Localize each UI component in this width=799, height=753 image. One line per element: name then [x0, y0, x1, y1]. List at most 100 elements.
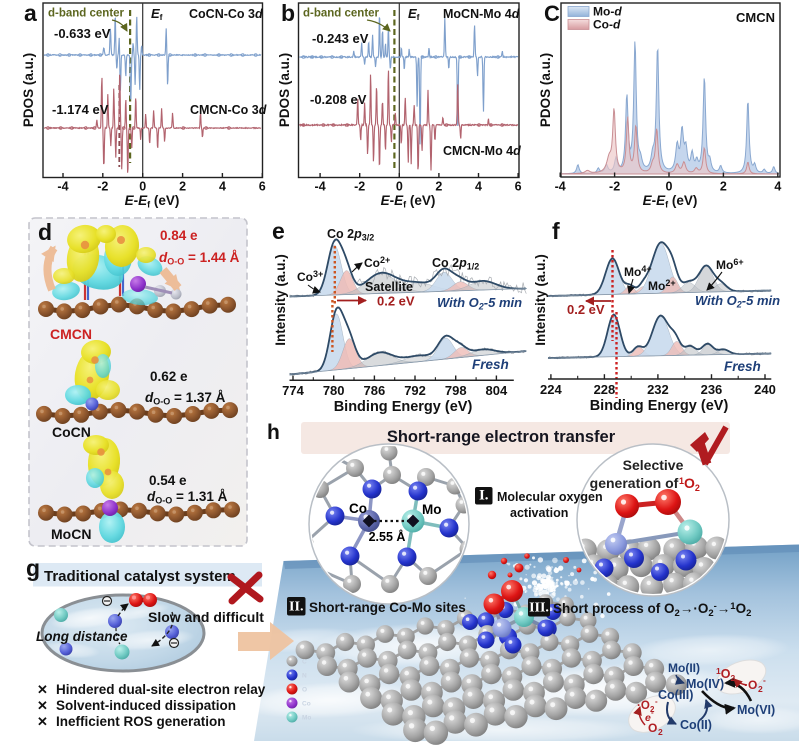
svg-text:E-Ef (eV): E-Ef (eV)	[381, 193, 436, 210]
svg-text:Co(III): Co(III)	[658, 688, 693, 702]
svg-text:I.: I.	[479, 488, 489, 504]
svg-text:✕: ✕	[37, 714, 48, 729]
svg-text:Selective: Selective	[623, 457, 684, 473]
svg-text:b: b	[281, 0, 295, 26]
svg-text:Binding Energy (eV): Binding Energy (eV)	[334, 399, 473, 415]
svg-text:6: 6	[515, 180, 522, 194]
svg-text:Short-range Co-Mo sites: Short-range Co-Mo sites	[309, 600, 466, 615]
svg-text:g: g	[26, 555, 40, 581]
svg-text:II.: II.	[289, 600, 303, 615]
svg-text:MoCN-Mo 4d: MoCN-Mo 4d	[443, 7, 520, 21]
svg-text:228: 228	[594, 382, 616, 397]
svg-text:With O2-5 min: With O2-5 min	[437, 295, 522, 312]
svg-text:d-band center: d-band center	[48, 8, 125, 20]
svg-text:240: 240	[754, 382, 776, 397]
svg-text:Mo(VI): Mo(VI)	[737, 703, 775, 717]
svg-text:2: 2	[650, 705, 655, 714]
svg-text:Slow and difficult: Slow and difficult	[148, 609, 264, 625]
svg-text:236: 236	[701, 382, 723, 397]
svg-text:dO-O = 1.31 Å: dO-O = 1.31 Å	[147, 489, 228, 506]
svg-text:Fresh: Fresh	[724, 359, 761, 374]
svg-text:PDOS (a.u.): PDOS (a.u.)	[277, 53, 292, 127]
svg-text:774: 774	[282, 383, 304, 398]
svg-text:dO-O = 1.44 Å: dO-O = 1.44 Å	[159, 250, 240, 267]
svg-text:C: C	[544, 1, 560, 26]
svg-text:4: 4	[774, 180, 781, 194]
svg-text:2: 2	[658, 727, 663, 737]
svg-text:2: 2	[720, 180, 727, 194]
svg-text:792: 792	[404, 383, 426, 398]
svg-text:Ef: Ef	[151, 6, 163, 22]
svg-text:CoCN-Co 3d: CoCN-Co 3d	[189, 7, 263, 21]
svg-text:dO-O = 1.37 Å: dO-O = 1.37 Å	[145, 390, 226, 407]
svg-text:Co-d: Co-d	[593, 18, 621, 32]
svg-text:-: -	[763, 675, 766, 685]
svg-text:Short-range electron transfer: Short-range electron transfer	[387, 428, 616, 446]
svg-text:4: 4	[475, 180, 482, 194]
svg-text:f: f	[552, 218, 560, 244]
svg-text:PDOS (a.u.): PDOS (a.u.)	[21, 53, 36, 127]
svg-text:-0.633 eV: -0.633 eV	[54, 26, 111, 41]
svg-text:activation: activation	[510, 506, 568, 520]
svg-text:-: -	[655, 697, 658, 706]
svg-text:Co: Co	[349, 501, 367, 516]
svg-text:786: 786	[364, 383, 386, 398]
svg-text:-4: -4	[57, 180, 68, 194]
svg-text:CMCN-Co 3d: CMCN-Co 3d	[190, 103, 267, 117]
svg-text:III.: III.	[529, 601, 549, 616]
svg-text:4: 4	[219, 180, 226, 194]
svg-text:0.2 eV: 0.2 eV	[377, 294, 415, 309]
svg-text:CMCN-Mo 4d: CMCN-Mo 4d	[443, 144, 521, 158]
svg-text:Molecular oxygen: Molecular oxygen	[497, 490, 603, 504]
svg-text:-: -	[651, 708, 654, 717]
svg-text:PDOS (a.u.): PDOS (a.u.)	[538, 53, 553, 127]
svg-text:Traditional catalyst system: Traditional catalyst system	[44, 568, 236, 585]
svg-text:h: h	[267, 421, 280, 444]
svg-text:N: N	[302, 673, 307, 680]
svg-text:232: 232	[647, 382, 669, 397]
svg-text:generation of: generation of	[590, 475, 679, 491]
svg-text:804: 804	[486, 383, 508, 398]
svg-text:Mo(IV): Mo(IV)	[686, 677, 724, 691]
svg-text:E-Ef (eV): E-Ef (eV)	[125, 193, 180, 210]
svg-text:-2: -2	[354, 180, 365, 194]
svg-text:Intensity (a.u.): Intensity (a.u.)	[273, 254, 288, 346]
svg-text:Ef: Ef	[408, 6, 420, 22]
svg-text:798: 798	[445, 383, 467, 398]
svg-text:0: 0	[666, 180, 673, 194]
svg-text:1O2: 1O2	[716, 666, 735, 683]
svg-text:0.84 e: 0.84 e	[160, 228, 198, 243]
svg-text:Fresh: Fresh	[472, 357, 509, 372]
svg-text:0: 0	[139, 180, 146, 194]
svg-text:Solvent-induced dissipation: Solvent-induced dissipation	[56, 698, 236, 713]
svg-text:Hindered dual-site electron re: Hindered dual-site electron relay	[56, 682, 266, 697]
svg-text:Binding Energy (eV): Binding Energy (eV)	[590, 398, 729, 414]
svg-text:1O2: 1O2	[679, 475, 700, 493]
svg-text:Co: Co	[302, 701, 311, 708]
svg-text:✕: ✕	[37, 698, 48, 713]
svg-text:E-Ef (eV): E-Ef (eV)	[643, 193, 698, 210]
svg-text:-1.174 eV: -1.174 eV	[52, 102, 109, 117]
svg-text:Satellite: Satellite	[365, 280, 413, 294]
svg-text:CoCN: CoCN	[52, 424, 91, 440]
svg-text:CMCN: CMCN	[50, 326, 92, 342]
svg-text:0.2 eV: 0.2 eV	[567, 302, 605, 317]
svg-text:2.55 Å: 2.55 Å	[369, 529, 406, 544]
svg-text:·O: ·O	[744, 678, 757, 692]
svg-text:2: 2	[179, 180, 186, 194]
svg-text:6: 6	[259, 180, 266, 194]
svg-text:2: 2	[758, 684, 763, 694]
svg-text:Long distance: Long distance	[36, 629, 128, 644]
svg-text:With O2-5 min: With O2-5 min	[695, 293, 780, 310]
svg-text:780: 780	[323, 383, 345, 398]
svg-text:Mo: Mo	[422, 502, 442, 517]
svg-text:C: C	[302, 659, 307, 666]
svg-text:0.54 e: 0.54 e	[149, 473, 187, 488]
svg-text:224: 224	[540, 382, 562, 397]
svg-text:-4: -4	[555, 180, 566, 194]
svg-text:O: O	[648, 721, 657, 735]
svg-text:-2: -2	[609, 180, 620, 194]
svg-text:Mo: Mo	[302, 715, 311, 722]
svg-text:e: e	[272, 218, 285, 244]
svg-text:Short process of O2→·O2-→1O2: Short process of O2→·O2-→1O2	[553, 601, 751, 619]
